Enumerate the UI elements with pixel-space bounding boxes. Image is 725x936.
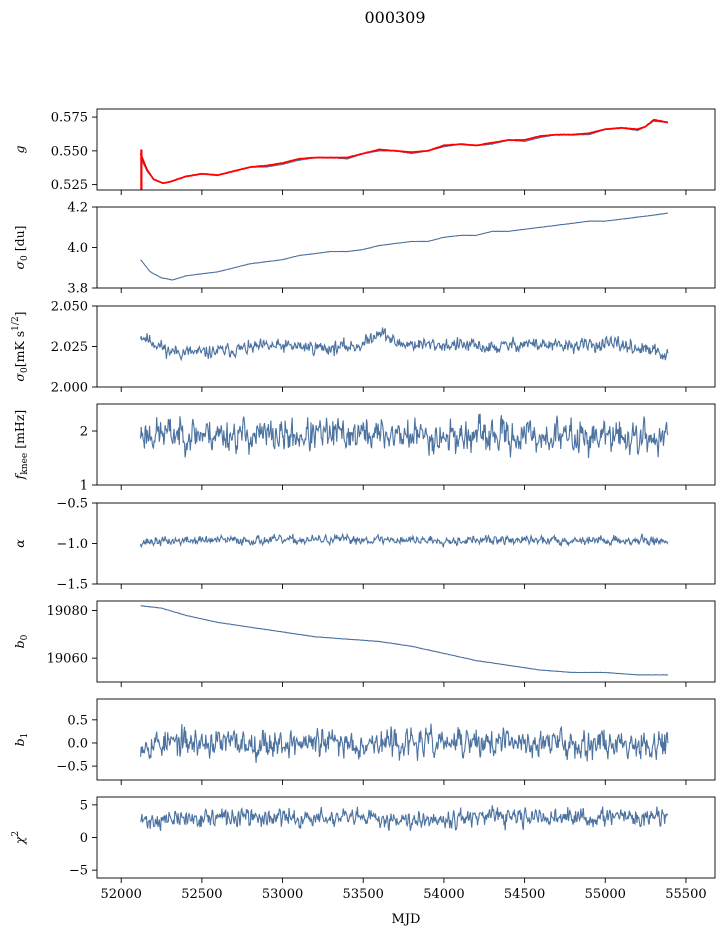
panel-4-series-0-line bbox=[140, 532, 669, 548]
panel-3-ylabel: fknee [mHz] bbox=[12, 410, 30, 481]
panel-6-series-0-line bbox=[140, 723, 669, 763]
x-tick-label: 55500 bbox=[665, 887, 706, 902]
panel-7-frame bbox=[96, 796, 716, 879]
x-tick-label: 52500 bbox=[181, 887, 222, 902]
panel-4-ytick-label: −1.0 bbox=[56, 537, 88, 552]
panel-2-ytick-label: 2.000 bbox=[51, 381, 88, 396]
panel-6-ylabel: b1 bbox=[12, 733, 30, 747]
panel-2-ytick-label: 2.025 bbox=[51, 340, 88, 355]
panel-2: 2.000 2.025 2.050 σ0[mK s1/2] bbox=[11, 300, 716, 396]
panel-0: 0.525 0.550 0.575 g bbox=[12, 108, 716, 195]
x-tick-label: 52000 bbox=[101, 887, 142, 902]
panel-5-series-0-line bbox=[140, 605, 668, 676]
panel-3-ytick-label: 1 bbox=[80, 479, 88, 494]
panel-1-ytick-label: 3.8 bbox=[67, 282, 88, 297]
panel-1-ytick-label: 4.2 bbox=[67, 201, 88, 216]
x-tick-label: 55000 bbox=[585, 887, 626, 902]
panel-5: 19060 19080 b0 bbox=[12, 600, 716, 687]
panel-0-ytick-label: 0.550 bbox=[51, 144, 88, 159]
panel-0-series-1-line bbox=[139, 119, 669, 185]
panel-1-series-0-line bbox=[140, 212, 668, 281]
panel-0-ytick-label: 0.525 bbox=[51, 178, 88, 193]
panel-7: −5 0 5 52000 52500 53000 53500 54000 54500 55000 5… bbox=[11, 796, 716, 902]
panel-3-frame bbox=[96, 403, 716, 486]
figure-title: 000309 bbox=[364, 8, 425, 27]
panel-2-ytick-label: 2.050 bbox=[51, 300, 88, 315]
panel-5-ytick-label: 19080 bbox=[47, 604, 88, 619]
x-tick-label: 54500 bbox=[504, 887, 545, 902]
x-axis-label: MJD bbox=[392, 912, 421, 927]
panel-3-ytick-label: 2 bbox=[80, 425, 88, 440]
panel-6-frame bbox=[96, 698, 716, 781]
panel-0-frame bbox=[96, 108, 716, 191]
panel-0-ytick-label: 0.575 bbox=[51, 111, 88, 126]
panel-1: 3.8 4.0 4.2 σ0 [du] bbox=[12, 201, 716, 297]
panel-7-ytick-label: −5 bbox=[69, 864, 88, 879]
panel-0-ylabel: g bbox=[12, 145, 27, 153]
panel-7-ytick-label: 0 bbox=[80, 831, 88, 846]
panel-4: −1.5 −1.0 −0.5 α bbox=[12, 497, 716, 593]
x-tick-label: 54000 bbox=[423, 887, 464, 902]
panel-3: 1 2 fknee [mHz] bbox=[12, 403, 716, 494]
panel-2-series-0-line bbox=[140, 327, 669, 362]
panel-3-series-0-line bbox=[140, 413, 669, 459]
panel-2-ylabel: σ0[mK s1/2] bbox=[11, 311, 30, 381]
panel-5-frame bbox=[96, 600, 716, 683]
panel-1-ylabel: σ0 [du] bbox=[12, 225, 30, 269]
x-tick-label: 53000 bbox=[262, 887, 303, 902]
panel-4-ylabel: α bbox=[12, 539, 27, 548]
panel-4-frame bbox=[96, 502, 716, 585]
panel-6-ytick-label: 0.5 bbox=[67, 713, 88, 728]
panel-1-ytick-label: 4.0 bbox=[67, 241, 88, 256]
panel-7-ylabel: χ2 bbox=[11, 831, 27, 845]
panel-4-ytick-label: −0.5 bbox=[56, 497, 88, 512]
panel-6-ytick-label: −0.5 bbox=[56, 760, 88, 775]
panel-4-ytick-label: −1.5 bbox=[56, 578, 88, 593]
panel-7-series-0-line bbox=[140, 805, 669, 831]
panel-7-ytick-label: 5 bbox=[80, 798, 88, 813]
x-tick-label: 53500 bbox=[343, 887, 384, 902]
panel-6: −0.5 0.0 0.5 b1 bbox=[12, 698, 716, 785]
panel-5-ylabel: b0 bbox=[12, 634, 30, 648]
panel-5-ytick-label: 19060 bbox=[47, 652, 88, 667]
panel-6-ytick-label: 0.0 bbox=[67, 736, 88, 751]
